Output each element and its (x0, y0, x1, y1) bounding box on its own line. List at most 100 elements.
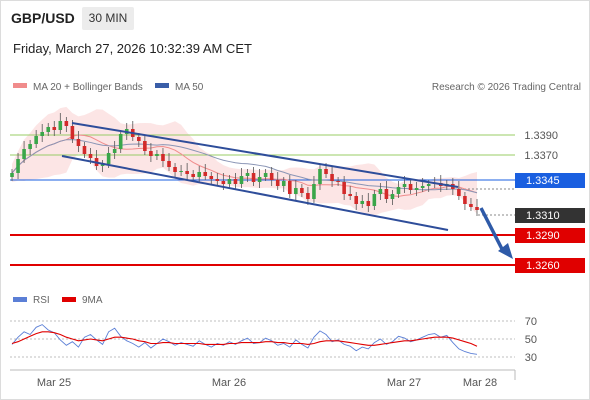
support-tag (515, 258, 585, 273)
last-price-tag (515, 208, 585, 223)
candle-body-down (203, 172, 208, 176)
candle (366, 193, 371, 212)
rsi-tick-label: 70 (525, 316, 537, 328)
candle-body-down (475, 207, 479, 210)
support-tag-label: 1.3260 (526, 260, 560, 272)
candle (269, 167, 274, 186)
candle (10, 169, 14, 181)
timeframe-button[interactable]: 30 MIN (82, 7, 134, 30)
candle-body-up (118, 134, 123, 149)
candle (463, 192, 467, 210)
candle (173, 163, 177, 178)
resistance-label: 1.3390 (524, 130, 558, 142)
forecast-arrow (479, 207, 513, 259)
candle-body-up (58, 121, 63, 130)
candle-body-down (457, 189, 461, 196)
candle-body-down (143, 141, 147, 151)
candle (209, 172, 214, 185)
candle (390, 190, 395, 205)
bollinger-fill (12, 106, 477, 216)
candle (40, 124, 44, 142)
candle-body-down (167, 161, 171, 167)
symbol-label: GBP/USD (11, 10, 75, 26)
candle-body-down (306, 193, 310, 199)
x-tick-label: Mar 28 (463, 377, 497, 389)
candle-body-down (137, 137, 141, 141)
candle-body-up (106, 153, 111, 164)
rsi-ma-legend-label: 9MA (82, 295, 103, 306)
candle-body-down (82, 146, 87, 154)
candle-body-up (263, 173, 268, 177)
candle-body-down (330, 174, 334, 181)
candle-body-down (64, 121, 69, 126)
candle-body-up (372, 194, 377, 206)
candle (215, 173, 220, 185)
candle (239, 168, 244, 188)
candle (318, 165, 322, 190)
header: GBP/USD 30 MIN (0, 0, 590, 36)
candle (58, 113, 63, 134)
candle-body-up (239, 176, 244, 184)
x-tick-label: Mar 25 (37, 377, 71, 389)
rsi-ma-legend-swatch (62, 297, 76, 302)
candle (330, 166, 334, 187)
candles (10, 113, 479, 216)
trend-channel (61, 122, 459, 231)
candle (457, 181, 461, 200)
candle (137, 133, 141, 147)
rsi-tick-label: 30 (525, 352, 537, 364)
ma20-legend-swatch (13, 83, 27, 88)
candle-body-down (173, 167, 177, 172)
candle (149, 143, 153, 162)
rsi-ma-line (11, 331, 478, 347)
candle-body-up (257, 177, 262, 182)
candle (143, 135, 147, 155)
resistance-label: 1.3370 (524, 150, 558, 162)
candle-body-up (245, 173, 250, 176)
pivot-tag (515, 173, 585, 188)
candle (64, 117, 69, 132)
last-price-tag-label: 1.3310 (526, 210, 560, 222)
candle (28, 140, 32, 155)
candle (191, 170, 195, 181)
candle-body-down (215, 179, 220, 181)
candle-body-up (420, 186, 425, 188)
candle-body-up (16, 159, 20, 173)
candle (233, 173, 238, 190)
candle-body-up (40, 132, 44, 136)
x-tick-label: Mar 26 (212, 377, 246, 389)
candle (294, 180, 298, 200)
candle-body-up (179, 171, 183, 172)
candle-body-down (269, 173, 274, 180)
candle (167, 153, 171, 171)
candle (372, 190, 377, 210)
ma20-legend-label: MA 20 + Bollinger Bands (33, 82, 143, 93)
x-tick-label: Mar 27 (387, 377, 421, 389)
candle (251, 167, 256, 186)
candle (396, 181, 401, 198)
candle-body-down (185, 171, 189, 174)
candle-body-down (149, 151, 153, 156)
candle-body-up (46, 127, 51, 132)
channel-upper-line (71, 122, 459, 188)
candle-body-up (112, 149, 117, 153)
candle (342, 176, 346, 200)
rsi-legend-swatch (13, 297, 27, 302)
level-tags: 1.3390 1.3370 1.3345 1.3310 1.3290 1.3260 (515, 130, 585, 273)
level-lines (10, 134, 515, 266)
candle (257, 169, 262, 188)
candle (475, 199, 479, 216)
candle-body-down (52, 127, 57, 130)
candle (22, 141, 26, 163)
candle-body-up (28, 144, 32, 149)
candle (408, 180, 413, 194)
forecast-arrow-head (498, 243, 513, 259)
channel-lower-line (61, 155, 449, 231)
candle-body-down (251, 173, 256, 182)
support-tag-label: 1.3290 (526, 230, 560, 242)
candle (34, 130, 38, 148)
candle-body-up (294, 188, 298, 194)
candle (378, 183, 383, 200)
candle-body-down (88, 154, 93, 158)
